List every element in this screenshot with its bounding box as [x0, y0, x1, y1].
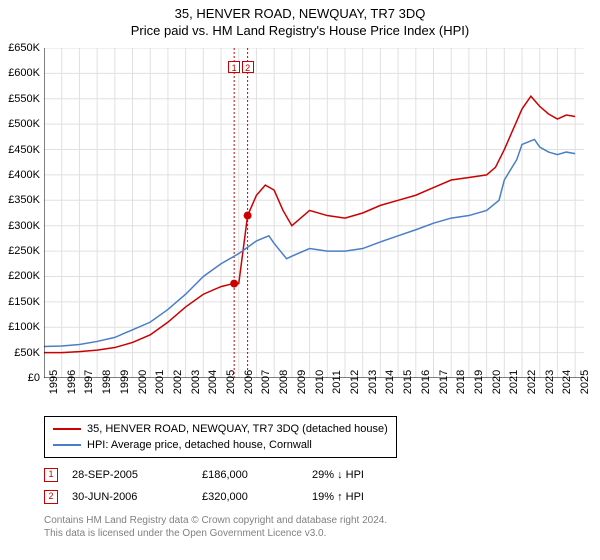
- sale-date: 28-SEP-2005: [72, 469, 202, 481]
- x-tick-label: 2019: [473, 370, 485, 394]
- x-tick-label: 1995: [48, 370, 60, 394]
- x-tick-label: 2003: [190, 370, 202, 394]
- x-tick-label: 2005: [225, 370, 237, 394]
- chart-container: 35, HENVER ROAD, NEWQUAY, TR7 3DQ Price …: [0, 0, 600, 560]
- y-tick-label: £550K: [0, 93, 40, 105]
- sale-date: 30-JUN-2006: [72, 491, 202, 503]
- y-tick-label: £400K: [0, 169, 40, 181]
- attribution-footer: Contains HM Land Registry data © Crown c…: [44, 514, 387, 540]
- plot-area: £0£50K£100K£150K£200K£250K£300K£350K£400…: [44, 48, 584, 378]
- y-tick-label: £200K: [0, 270, 40, 282]
- y-tick-label: £350K: [0, 194, 40, 206]
- x-tick-label: 2000: [137, 370, 149, 394]
- x-tick-label: 1999: [119, 370, 131, 394]
- chart-subtitle: Price paid vs. HM Land Registry's House …: [0, 21, 600, 38]
- x-tick-label: 2017: [438, 370, 450, 394]
- legend-item: HPI: Average price, detached house, Corn…: [53, 437, 388, 453]
- y-tick-label: £450K: [0, 144, 40, 156]
- legend-item: 35, HENVER ROAD, NEWQUAY, TR7 3DQ (detac…: [53, 421, 388, 437]
- x-tick-label: 2016: [420, 370, 432, 394]
- y-tick-label: £100K: [0, 321, 40, 333]
- legend-label: HPI: Average price, detached house, Corn…: [87, 439, 312, 451]
- y-tick-label: £150K: [0, 296, 40, 308]
- sale-marker-label: 2: [242, 61, 254, 73]
- x-tick-label: 1996: [66, 370, 78, 394]
- sale-price: £186,000: [202, 469, 312, 481]
- y-tick-label: £300K: [0, 220, 40, 232]
- x-tick-label: 2014: [384, 370, 396, 394]
- x-tick-label: 2021: [508, 370, 520, 394]
- x-tick-label: 1997: [83, 370, 95, 394]
- x-tick-label: 2025: [579, 370, 591, 394]
- legend: 35, HENVER ROAD, NEWQUAY, TR7 3DQ (detac…: [44, 416, 397, 458]
- sale-number-box: 2: [44, 490, 58, 504]
- x-tick-label: 2022: [526, 370, 538, 394]
- x-tick-label: 2006: [243, 370, 255, 394]
- x-tick-label: 2004: [207, 370, 219, 394]
- x-tick-label: 2010: [314, 370, 326, 394]
- y-tick-label: £0: [0, 372, 40, 384]
- x-tick-label: 2009: [296, 370, 308, 394]
- x-tick-label: 2012: [349, 370, 361, 394]
- x-tick-label: 2011: [331, 370, 343, 394]
- x-tick-label: 2015: [402, 370, 414, 394]
- y-tick-label: £650K: [0, 42, 40, 54]
- sales-table: 1 28-SEP-2005 £186,000 29% ↓ HPI2 30-JUN…: [44, 464, 422, 508]
- sale-price: £320,000: [202, 491, 312, 503]
- y-tick-label: £50K: [0, 347, 40, 359]
- sale-hpi-delta: 29% ↓ HPI: [312, 469, 422, 481]
- y-tick-label: £250K: [0, 245, 40, 257]
- chart-title-address: 35, HENVER ROAD, NEWQUAY, TR7 3DQ: [0, 0, 600, 21]
- sale-row: 2 30-JUN-2006 £320,000 19% ↑ HPI: [44, 486, 422, 508]
- x-tick-label: 2020: [491, 370, 503, 394]
- x-tick-label: 2013: [367, 370, 379, 394]
- footer-line-1: Contains HM Land Registry data © Crown c…: [44, 514, 387, 527]
- chart-svg: [44, 48, 584, 378]
- y-tick-label: £500K: [0, 118, 40, 130]
- x-tick-label: 2008: [278, 370, 290, 394]
- sale-marker-label: 1: [228, 61, 240, 73]
- x-tick-label: 2018: [455, 370, 467, 394]
- sale-number-box: 1: [44, 468, 58, 482]
- x-tick-label: 2002: [172, 370, 184, 394]
- x-tick-label: 2001: [154, 370, 166, 394]
- x-tick-label: 1998: [101, 370, 113, 394]
- legend-swatch: [53, 428, 81, 430]
- footer-line-2: This data is licensed under the Open Gov…: [44, 527, 387, 540]
- sale-hpi-delta: 19% ↑ HPI: [312, 491, 422, 503]
- x-tick-label: 2024: [561, 370, 573, 394]
- legend-label: 35, HENVER ROAD, NEWQUAY, TR7 3DQ (detac…: [87, 423, 388, 435]
- x-tick-label: 2007: [260, 370, 272, 394]
- x-tick-label: 2023: [544, 370, 556, 394]
- legend-swatch: [53, 444, 81, 446]
- y-tick-label: £600K: [0, 67, 40, 79]
- sale-row: 1 28-SEP-2005 £186,000 29% ↓ HPI: [44, 464, 422, 486]
